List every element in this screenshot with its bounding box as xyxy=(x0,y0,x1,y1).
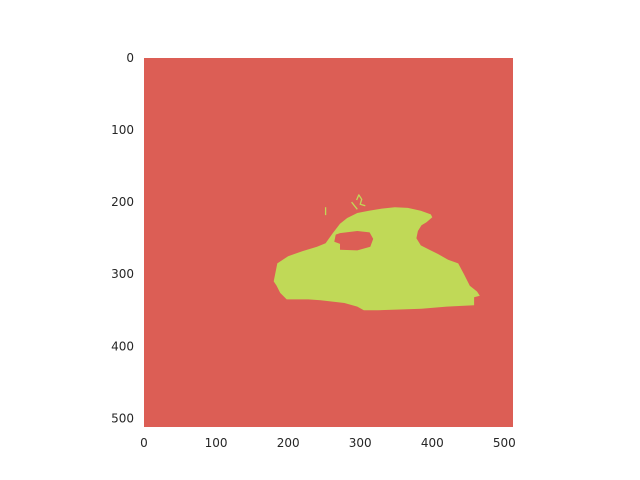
y-axis: 0 100 200 300 400 500 xyxy=(111,51,134,425)
x-tick-label: 0 xyxy=(140,436,148,450)
y-tick-label: 500 xyxy=(111,411,134,425)
plot-area xyxy=(144,58,513,427)
x-tick-label: 200 xyxy=(277,436,300,450)
y-tick-label: 400 xyxy=(111,339,134,353)
y-tick-label: 200 xyxy=(111,195,134,209)
mask-fragment-3 xyxy=(296,246,323,274)
y-tick-label: 0 xyxy=(126,51,134,65)
mask-region-0 xyxy=(273,207,480,311)
x-tick-label: 400 xyxy=(421,436,444,450)
x-tick-label: 100 xyxy=(205,436,228,450)
y-tick-label: 100 xyxy=(111,123,134,137)
y-tick-label: 300 xyxy=(111,267,134,281)
mask-fragment-2 xyxy=(351,201,358,210)
x-axis: 0 100 200 300 400 500 xyxy=(140,436,516,450)
mask-fragment-4 xyxy=(388,238,402,252)
x-tick-label: 500 xyxy=(493,436,516,450)
x-tick-label: 300 xyxy=(349,436,372,450)
mask-hole-0 xyxy=(334,231,374,251)
mask-fragment-1 xyxy=(356,194,366,207)
